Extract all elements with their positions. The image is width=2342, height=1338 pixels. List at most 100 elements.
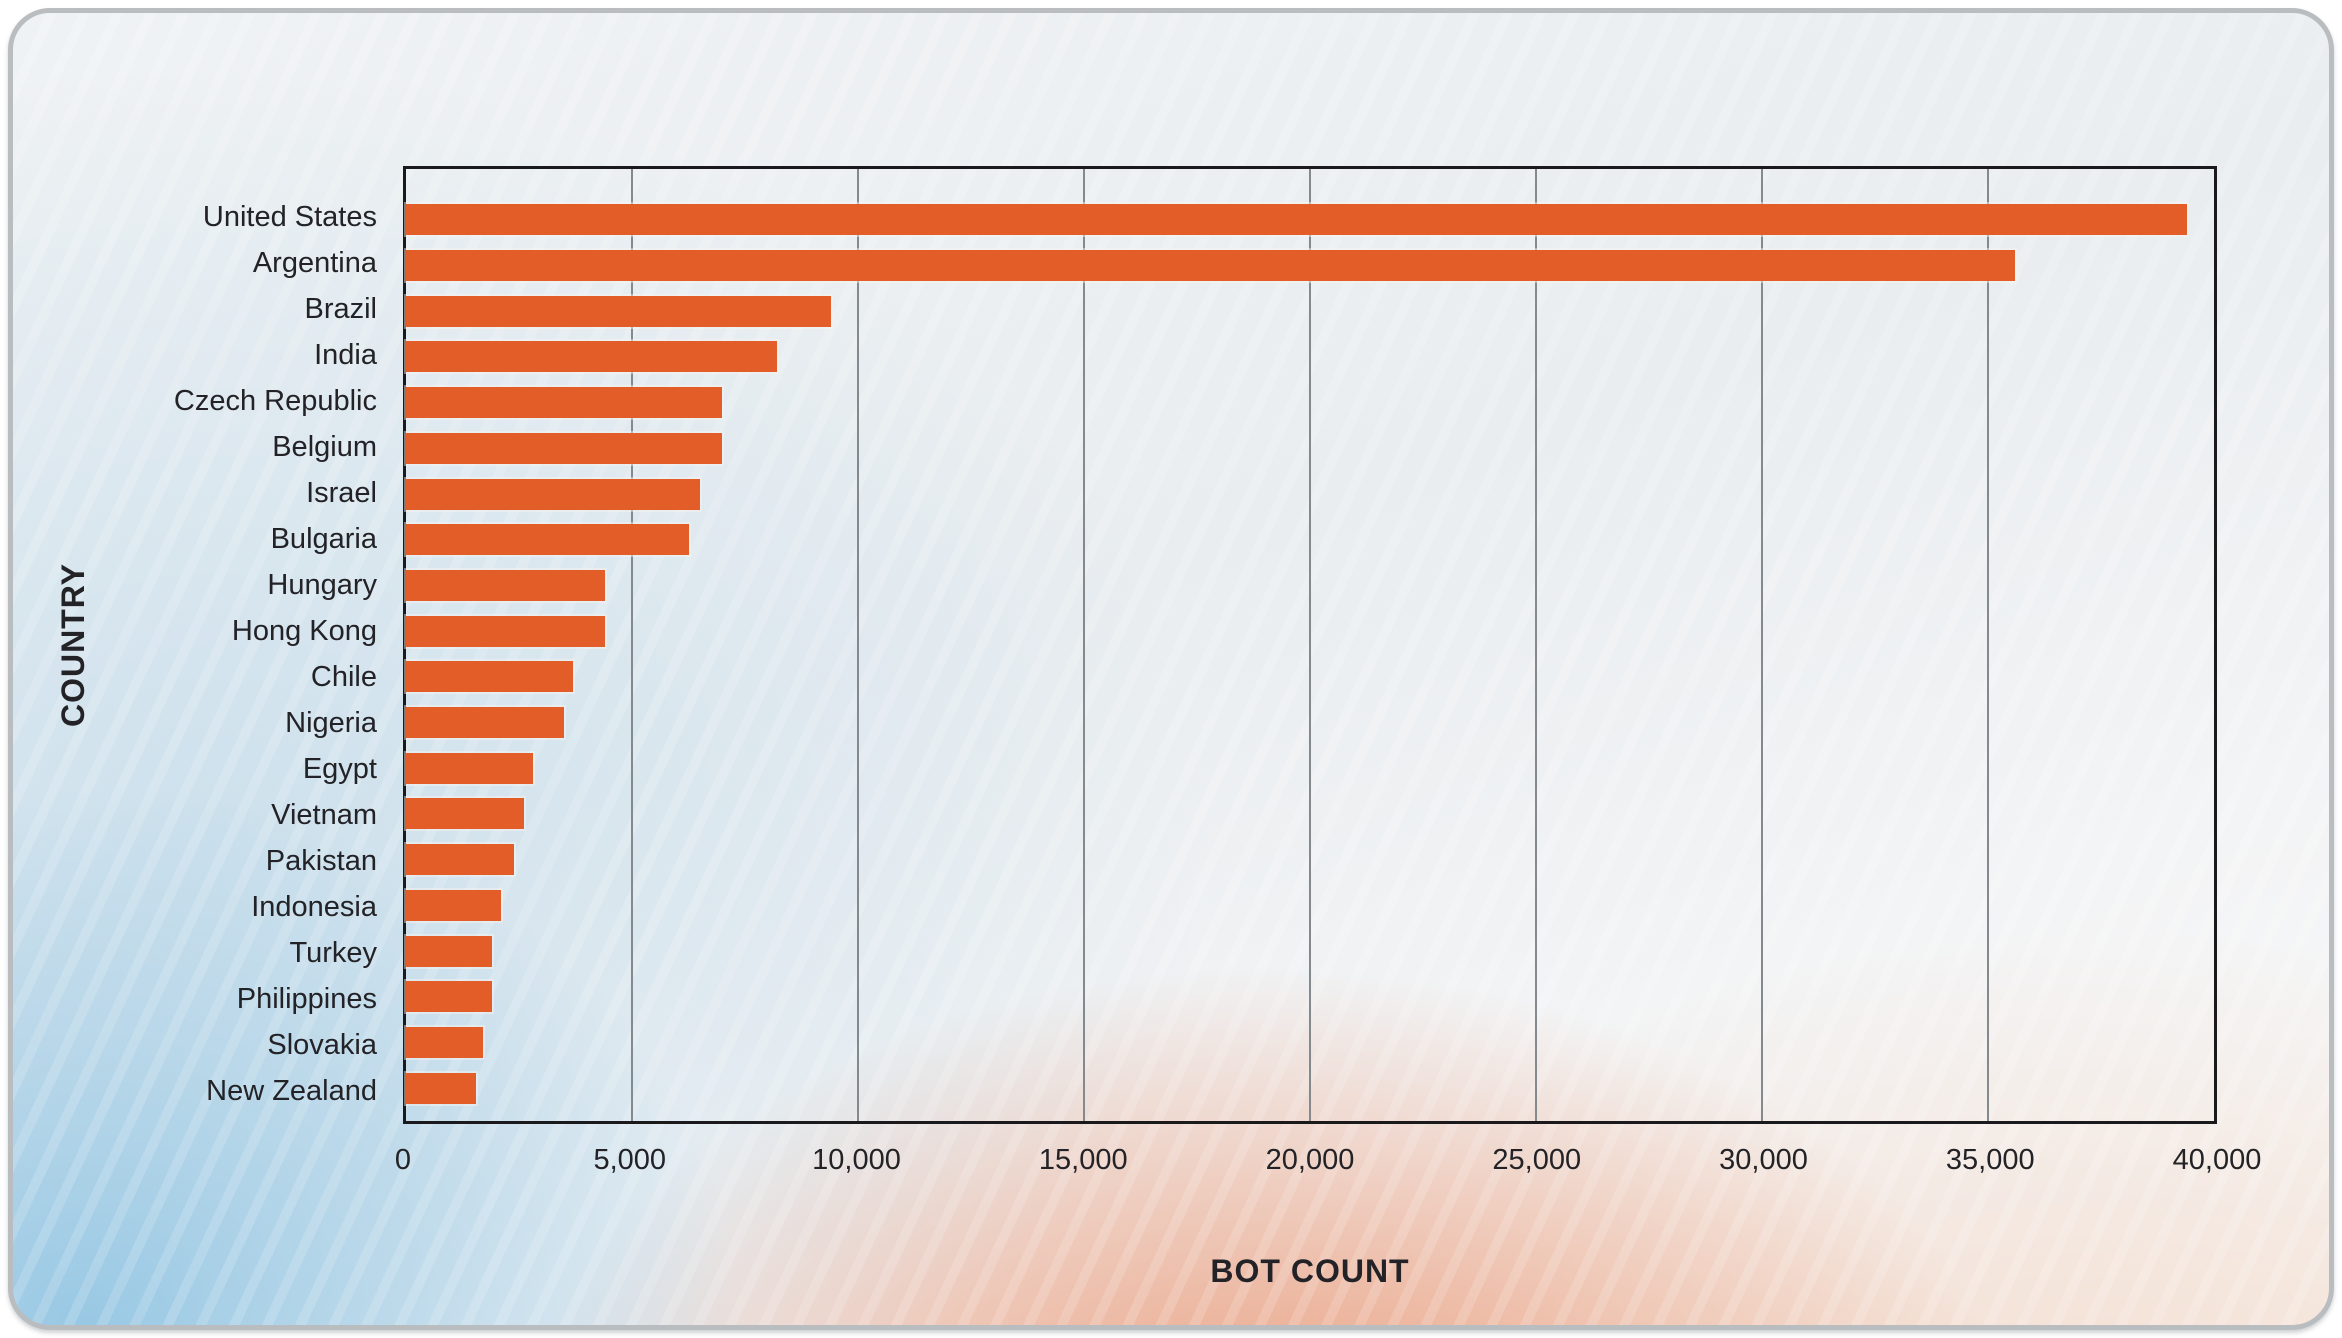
y-axis-title: COUNTRY — [54, 562, 91, 728]
bar-united-states — [406, 204, 2187, 236]
bar-row-nigeria — [406, 700, 2214, 746]
y-label-belgium: Belgium — [272, 430, 377, 463]
bar-row-czech-republic — [406, 380, 2214, 426]
bar-row-bulgaria — [406, 517, 2214, 563]
y-label-row-israel: Israel — [13, 470, 391, 516]
bar-row-philippines — [406, 974, 2214, 1020]
y-label-row-brazil: Brazil — [13, 286, 391, 332]
y-label-row-turkey: Turkey — [13, 930, 391, 976]
bar-row-chile — [406, 654, 2214, 700]
y-label-row-vietnam: Vietnam — [13, 792, 391, 838]
bar-row-indonesia — [406, 883, 2214, 929]
y-label-row-philippines: Philippines — [13, 976, 391, 1022]
y-label-vietnam: Vietnam — [271, 798, 377, 831]
bar-row-hungary — [406, 563, 2214, 609]
bar-row-hong-kong — [406, 608, 2214, 654]
y-label-row-new-zealand: New Zealand — [13, 1068, 391, 1114]
y-label-row-belgium: Belgium — [13, 424, 391, 470]
y-label-israel: Israel — [306, 476, 377, 509]
bar-hong-kong — [406, 615, 605, 647]
y-label-row-bulgaria: Bulgaria — [13, 516, 391, 562]
x-tick-0: 0 — [394, 1144, 412, 1176]
y-label-nigeria: Nigeria — [285, 706, 377, 739]
y-label-argentina: Argentina — [252, 246, 377, 279]
y-label-row-egypt: Egypt — [13, 746, 391, 792]
x-axis-tick-labels: 0 5,000 10,000 15,000 20,000 25,000 30,000 35,0… — [395, 1144, 2261, 1186]
bar-india — [406, 341, 777, 373]
y-label-bulgaria: Bulgaria — [270, 522, 377, 555]
x-tick-15000: 15,000 — [1038, 1144, 1128, 1176]
y-axis-category-labels: United States Argentina Brazil India Czech R… — [13, 166, 391, 1124]
x-tick-40000: 40,000 — [2172, 1144, 2262, 1176]
y-label-row-hungary: Hungary — [13, 562, 391, 608]
gridline-35000 — [1987, 169, 1989, 1121]
bar-argentina — [406, 250, 2016, 282]
bar-row-new-zealand — [406, 1065, 2214, 1111]
bar-brazil — [406, 295, 831, 327]
y-label-row-chile: Chile — [13, 654, 391, 700]
y-label-turkey: Turkey — [289, 936, 377, 969]
y-label-row-argentina: Argentina — [13, 240, 391, 286]
x-tick-5000: 5,000 — [593, 1144, 667, 1176]
bar-row-pakistan — [406, 837, 2214, 883]
bar-row-egypt — [406, 745, 2214, 791]
y-label-egypt: Egypt — [302, 752, 377, 785]
y-label-row-indonesia: Indonesia — [13, 884, 391, 930]
bar-nigeria — [406, 707, 565, 739]
bar-belgium — [406, 432, 723, 464]
y-label-pakistan: Pakistan — [265, 844, 377, 877]
bars — [406, 169, 2214, 1121]
bar-row-vietnam — [406, 791, 2214, 837]
bar-new-zealand — [406, 1072, 477, 1104]
y-label-united-states: United States — [202, 200, 377, 233]
y-label-czech-republic: Czech Republic — [173, 384, 377, 417]
x-tick-35000: 35,000 — [1945, 1144, 2035, 1176]
bar-czech-republic — [406, 387, 723, 419]
bar-row-argentina — [406, 243, 2214, 289]
bar-row-turkey — [406, 928, 2214, 974]
plot-area — [403, 166, 2217, 1124]
bar-row-brazil — [406, 288, 2214, 334]
y-label-row-slovakia: Slovakia — [13, 1022, 391, 1068]
bar-row-india — [406, 334, 2214, 380]
y-label-new-zealand: New Zealand — [206, 1074, 377, 1107]
y-label-row-czech-republic: Czech Republic — [13, 378, 391, 424]
y-label-philippines: Philippines — [236, 982, 377, 1015]
bar-turkey — [406, 935, 492, 967]
bar-indonesia — [406, 889, 501, 921]
x-tick-25000: 25,000 — [1492, 1144, 1582, 1176]
bar-egypt — [406, 752, 533, 784]
gridline-5000 — [631, 169, 633, 1121]
gridline-15000 — [1083, 169, 1085, 1121]
x-tick-30000: 30,000 — [1719, 1144, 1808, 1176]
bar-slovakia — [406, 1027, 483, 1058]
bar-chile — [406, 661, 574, 693]
bar-vietnam — [406, 798, 524, 830]
bar-philippines — [406, 981, 492, 1013]
bar-pakistan — [406, 844, 515, 876]
gridline-30000 — [1761, 169, 1763, 1121]
y-label-row-nigeria: Nigeria — [13, 700, 391, 746]
y-label-india: India — [314, 338, 377, 371]
y-label-row-united-states: United States — [13, 194, 391, 240]
bar-row-belgium — [406, 426, 2214, 472]
y-label-indonesia: Indonesia — [251, 890, 377, 923]
x-tick-10000: 10,000 — [812, 1144, 901, 1176]
y-label-row-hong-kong: Hong Kong — [13, 608, 391, 654]
y-label-hong-kong: Hong Kong — [231, 614, 377, 647]
y-axis-title-wrap: COUNTRY — [43, 166, 103, 1124]
bar-row-united-states — [406, 197, 2214, 243]
y-label-hungary: Hungary — [267, 568, 377, 601]
bar-row-israel — [406, 471, 2214, 517]
gridline-10000 — [857, 169, 859, 1121]
bar-israel — [406, 478, 700, 510]
bar-row-slovakia — [406, 1020, 2214, 1066]
y-label-slovakia: Slovakia — [267, 1028, 377, 1061]
y-label-row-india: India — [13, 332, 391, 378]
x-tick-20000: 20,000 — [1265, 1144, 1355, 1176]
chart-card: United States Argentina Brazil India Czech R… — [8, 8, 2334, 1330]
y-label-chile: Chile — [310, 660, 377, 693]
bar-hungary — [406, 569, 605, 601]
x-axis-title: BOT COUNT — [1210, 1253, 1410, 1289]
